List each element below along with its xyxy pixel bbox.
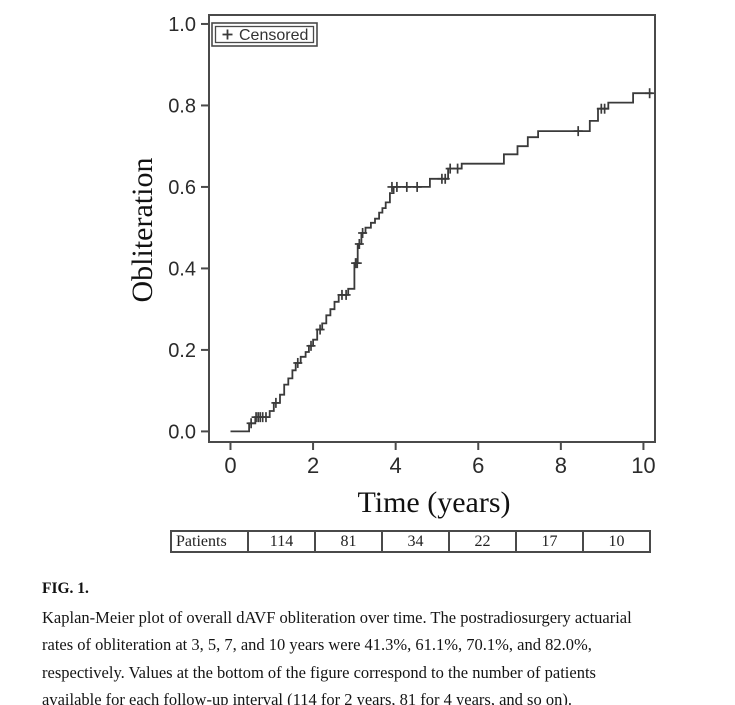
patients-label: Patients	[176, 532, 227, 550]
plot-frame	[208, 14, 656, 443]
figure-caption-tag: FIG. 1.	[42, 580, 89, 597]
patients-cell: 114	[247, 532, 314, 551]
patients-cell: 22	[448, 532, 515, 551]
x-tick-label: 6	[472, 453, 484, 478]
patients-cell: 81	[314, 532, 381, 551]
y-tick-label: 0.2	[168, 340, 196, 362]
y-tick-label: 0.6	[168, 177, 196, 199]
y-tick-label: 0.4	[168, 258, 196, 280]
y-tick-label: 0.0	[168, 421, 196, 443]
patients-cell: 17	[515, 532, 582, 551]
x-tick-label: 10	[631, 453, 655, 478]
figure-caption-text: Kaplan-Meier plot of overall dAVF oblite…	[42, 608, 632, 705]
patients-cell: 10	[582, 532, 649, 551]
legend-label: Censored	[239, 27, 308, 44]
km-curve	[230, 92, 653, 433]
figure-caption: FIG. 1. Kaplan-Meier plot of overall dAV…	[42, 580, 702, 705]
x-tick-label: 4	[390, 453, 402, 478]
x-tick-label: 0	[224, 453, 236, 478]
y-tick-label: 0.8	[168, 95, 196, 117]
km-plot: 0.0 0.2 0.4 0.6 0.8 1.0 0 2 4 6 8 10 Time (years) Obl…	[126, 14, 656, 519]
y-axis-ticks: 0.0 0.2 0.4 0.6 0.8 1.0	[168, 14, 209, 443]
x-axis-ticks: 0 2 4 6 8 10	[224, 442, 656, 478]
x-tick-label: 2	[307, 453, 319, 478]
y-axis-label: Obliteration	[126, 158, 159, 303]
patients-cell: 34	[381, 532, 448, 551]
legend-box: Censored	[211, 22, 318, 47]
x-tick-label: 8	[555, 453, 567, 478]
censored-plus-icon	[222, 29, 233, 40]
x-axis-label: Time (years)	[357, 486, 510, 519]
patients-table: Patients 114 81 34 22 17 10	[170, 530, 651, 553]
censor-marks	[246, 88, 655, 429]
y-tick-label: 1.0	[168, 14, 196, 36]
